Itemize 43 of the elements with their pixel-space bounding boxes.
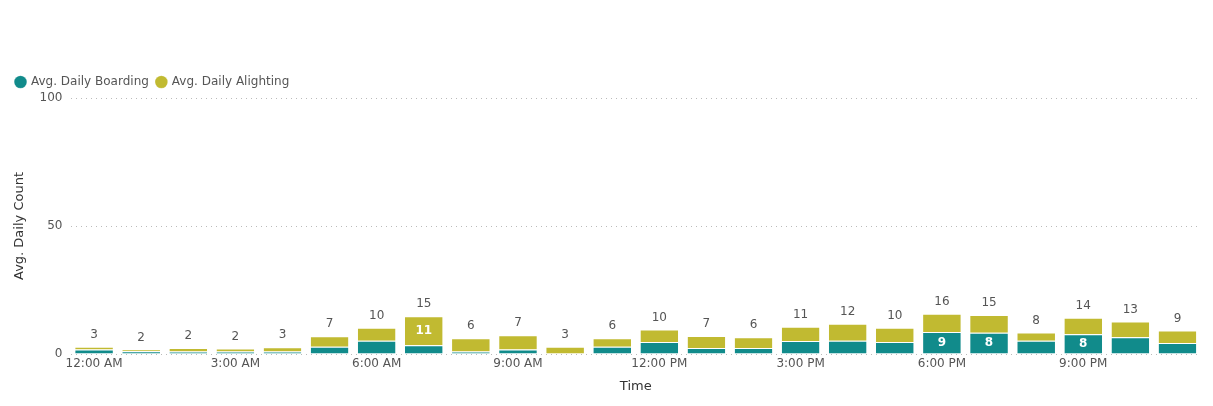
total-label: 3 bbox=[561, 326, 569, 341]
total-label: 16 bbox=[934, 293, 950, 308]
legend-label: Avg. Daily Alighting bbox=[171, 74, 290, 89]
data-label: 8 bbox=[1079, 336, 1088, 351]
total-label: 3 bbox=[90, 326, 98, 341]
y-tick-label: 100 bbox=[39, 90, 63, 105]
total-label: 7 bbox=[325, 316, 334, 331]
total-label: 10 bbox=[369, 307, 385, 322]
y-axis-title: Avg. Daily Count bbox=[11, 172, 27, 280]
y-tick-label: 0 bbox=[54, 346, 63, 361]
total-label: 6 bbox=[467, 318, 475, 333]
total-label: 2 bbox=[231, 328, 240, 343]
y-tick-label: 50 bbox=[47, 218, 63, 233]
total-label: 8 bbox=[1032, 312, 1040, 327]
total-label: 9 bbox=[1173, 310, 1182, 325]
data-label: 8 bbox=[984, 335, 994, 350]
total-label: 3 bbox=[278, 327, 287, 342]
total-label: 14 bbox=[1075, 297, 1091, 312]
x-tick-label: 12:00 AM bbox=[65, 356, 123, 371]
data-label: 9 bbox=[937, 334, 947, 349]
total-label: 2 bbox=[137, 329, 145, 344]
total-label: 10 bbox=[651, 309, 667, 324]
total-label: 11 bbox=[792, 306, 809, 321]
total-label: 7 bbox=[514, 315, 522, 330]
x-tick-label: 6:00 AM bbox=[352, 356, 402, 371]
total-label: 6 bbox=[608, 318, 617, 333]
total-label: 12 bbox=[840, 303, 856, 318]
total-label: 15 bbox=[981, 295, 997, 310]
x-axis-title: Time bbox=[618, 377, 652, 393]
x-tick-label: 12:00 PM bbox=[631, 356, 688, 371]
total-label: 2 bbox=[184, 328, 193, 343]
total-label: 10 bbox=[887, 307, 903, 322]
legend-label: Avg. Daily Boarding bbox=[31, 74, 149, 89]
x-tick-label: 6:00 PM bbox=[917, 356, 967, 371]
total-label: 7 bbox=[702, 316, 711, 331]
x-tick-label: 3:00 PM bbox=[776, 356, 825, 371]
x-tick-label: 9:00 AM bbox=[493, 356, 543, 371]
total-label: 6 bbox=[749, 317, 758, 332]
x-tick-label: 9:00 PM bbox=[1059, 356, 1108, 371]
data-label: 11 bbox=[415, 322, 433, 337]
x-tick-label: 3:00 AM bbox=[210, 356, 261, 371]
total-label: 15 bbox=[416, 296, 432, 311]
total-label: 13 bbox=[1122, 301, 1138, 316]
